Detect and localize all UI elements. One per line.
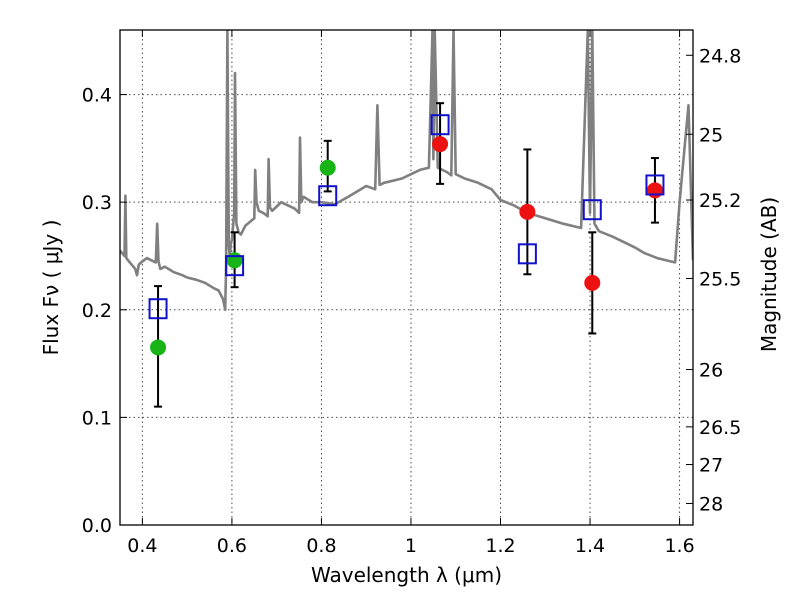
spectrum-line	[120, 30, 693, 312]
y2-axis-label: Magnitude (AB)	[757, 197, 781, 352]
data-point	[226, 252, 243, 269]
y-tick-label: 0.1	[82, 407, 112, 429]
grid	[120, 30, 693, 526]
plot-frame	[119, 29, 694, 526]
model-point	[225, 255, 245, 277]
data-point	[319, 159, 336, 176]
ticks-layer: 0.4 0.6 0.8 1 1.2 1.4 1.6 0.0 0.1 0.2 0.3 0.4 24.8 25…	[82, 30, 741, 557]
y2-tick-label: 25	[699, 124, 723, 146]
y-tick-label: 0.4	[82, 85, 112, 107]
y-axis-label: Flux Fν ( μJy )	[39, 220, 63, 356]
model-point	[148, 298, 168, 320]
y2-tick-label: 26	[699, 360, 723, 382]
y2-tick-label: 25.2	[699, 190, 741, 212]
y2-tick-label: 24.8	[699, 45, 741, 67]
y2-tick-label: 28	[699, 493, 723, 515]
model-point	[430, 114, 450, 136]
data-point	[150, 339, 167, 356]
model-point	[582, 199, 602, 221]
data-point	[584, 274, 601, 291]
x-tick-label: 1.6	[664, 535, 694, 557]
x-tick-label: 1.2	[485, 535, 515, 557]
x-axis-label: Wavelength λ (μm)	[311, 563, 502, 587]
model-point	[645, 174, 665, 196]
points-layer	[148, 102, 665, 408]
x-tick-label: 1	[405, 535, 417, 557]
data-point	[432, 136, 449, 153]
y2-tick-label: 26.5	[699, 417, 741, 439]
y2-tick-label: 25.5	[699, 268, 741, 290]
y2-tick-label: 27	[699, 455, 723, 477]
model-point	[318, 185, 338, 207]
spectrum-layer	[120, 30, 693, 312]
y-tick-label: 0.2	[82, 300, 112, 322]
model-point	[517, 243, 537, 265]
data-point	[519, 203, 536, 220]
x-tick-label: 0.8	[306, 535, 336, 557]
y-tick-label: 0.0	[82, 515, 112, 537]
y-tick-label: 0.3	[82, 192, 112, 214]
data-point	[646, 182, 663, 199]
x-tick-label: 0.6	[217, 535, 247, 557]
x-tick-label: 0.4	[127, 535, 157, 557]
x-tick-label: 1.4	[575, 535, 605, 557]
